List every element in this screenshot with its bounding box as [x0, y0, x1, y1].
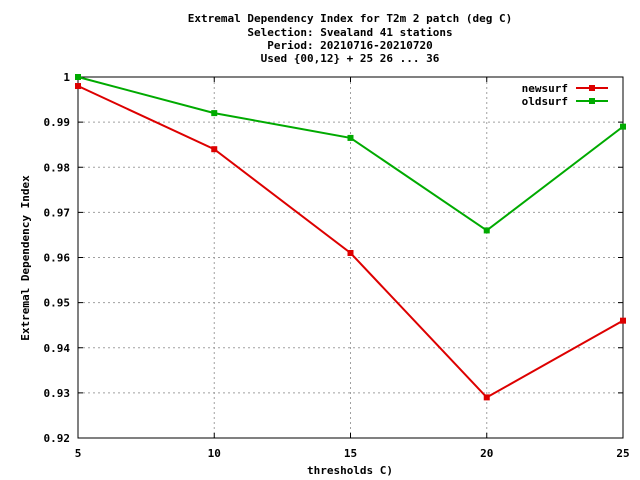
- x-axis-label: thresholds C): [307, 464, 393, 477]
- title-line-3: Period: 20210716-20210720: [267, 39, 433, 52]
- y-tick-label: 1: [63, 71, 70, 84]
- x-tick-label: 25: [616, 447, 629, 460]
- data-point-oldsurf: [483, 227, 490, 234]
- legend-label-oldsurf: oldsurf: [522, 95, 568, 108]
- legend-marker-oldsurf: [589, 98, 595, 104]
- grid-lines: [78, 77, 623, 438]
- data-point-newsurf: [75, 83, 81, 90]
- y-tick-label: 0.92: [44, 432, 71, 445]
- y-tick-label: 0.97: [44, 206, 71, 219]
- title-line-1: Extremal Dependency Index for T2m 2 patc…: [188, 12, 513, 25]
- data-point-newsurf: [347, 249, 354, 256]
- legend-marker-newsurf: [589, 85, 595, 91]
- data-point-newsurf: [211, 146, 218, 153]
- y-axis-label: Extremal Dependency Index: [19, 175, 32, 341]
- legend-label-newsurf: newsurf: [522, 82, 568, 95]
- data-point-newsurf: [620, 317, 626, 324]
- title-line-4: Used {00,12} + 25 26 ... 36: [261, 52, 440, 65]
- x-tick-label: 20: [480, 447, 493, 460]
- x-tick-labels: 5 10 15 20 25: [75, 447, 630, 460]
- data-point-newsurf: [483, 394, 490, 401]
- y-tick-label: 0.95: [44, 297, 71, 310]
- y-tick-labels: 0.92 0.93 0.94 0.95 0.96 0.97 0.98 0.99 1: [44, 71, 71, 445]
- x-tick-label: 10: [208, 447, 221, 460]
- y-tick-label: 0.98: [44, 161, 71, 174]
- data-point-oldsurf: [211, 110, 218, 117]
- y-tick-label: 0.93: [44, 387, 71, 400]
- x-tick-label: 15: [344, 447, 357, 460]
- data-point-oldsurf: [347, 134, 354, 141]
- x-tick-label: 5: [75, 447, 82, 460]
- title-line-2: Selection: Svealand 41 stations: [247, 26, 452, 39]
- y-tick-label: 0.96: [44, 252, 71, 265]
- chart-title: Extremal Dependency Index for T2m 2 patc…: [188, 12, 513, 65]
- data-point-oldsurf: [620, 123, 626, 130]
- y-tick-label: 0.94: [44, 342, 71, 355]
- data-point-oldsurf: [75, 74, 81, 80]
- series-layer: [75, 74, 626, 401]
- y-tick-label: 0.99: [44, 116, 71, 129]
